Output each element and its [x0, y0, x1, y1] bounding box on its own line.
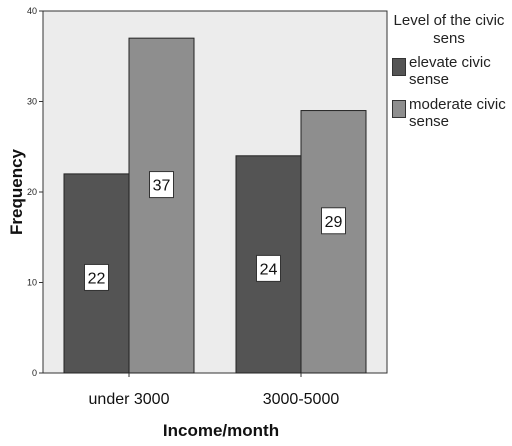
data-label: 37: [153, 178, 171, 195]
data-label-box: [321, 207, 346, 235]
bar: [300, 110, 367, 374]
data-label: 24: [260, 261, 278, 278]
x-tick-label: 3000-5000: [263, 391, 340, 408]
x-axis-title: Income/month: [163, 421, 279, 440]
legend: Level of the civic sens elevate civic se…: [389, 12, 509, 132]
y-tick-label: 0: [32, 368, 37, 378]
y-tick-label: 20: [27, 187, 37, 197]
legend-item-moderate: moderate civic sense: [389, 96, 509, 132]
legend-label-moderate: moderate civic sense: [409, 96, 506, 130]
data-label-box: [149, 171, 174, 199]
y-tick-label: 40: [27, 6, 37, 16]
data-label-box: [84, 263, 109, 291]
bar: [128, 37, 195, 374]
legend-swatch-moderate: [392, 100, 406, 118]
data-label-box: [256, 254, 281, 282]
x-tick-label: under 3000: [89, 391, 170, 408]
legend-label-elevate: elevate civic sense: [409, 54, 491, 88]
data-label: 22: [88, 270, 106, 287]
data-label: 29: [325, 214, 343, 231]
y-axis-title: Frequency: [7, 148, 26, 235]
y-tick-label: 30: [27, 97, 37, 107]
legend-swatch-elevate: [392, 58, 406, 76]
legend-item-elevate: elevate civic sense: [389, 54, 509, 90]
legend-title: Level of the civic sens: [393, 12, 505, 47]
y-tick-label: 10: [27, 278, 37, 288]
